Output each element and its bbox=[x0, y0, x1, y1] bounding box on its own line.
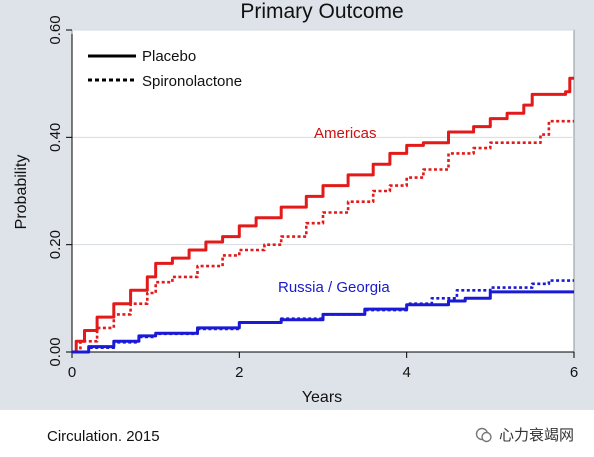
y-tick-label: 0.20 bbox=[47, 230, 64, 259]
legend-label-placebo: Placebo bbox=[142, 48, 196, 65]
series-lines bbox=[72, 76, 574, 354]
x-tick-label: 6 bbox=[570, 364, 578, 381]
source-citation: Circulation. 2015 bbox=[47, 428, 160, 445]
y-tick-label: 0.60 bbox=[47, 15, 64, 44]
annotation-russia-georgia: Russia / Georgia bbox=[278, 279, 390, 296]
legend: Placebo Spironolactone bbox=[88, 48, 242, 90]
wechat-icon bbox=[475, 427, 492, 442]
x-tick-label: 2 bbox=[235, 364, 243, 381]
y-tick-label: 0.40 bbox=[47, 123, 64, 152]
series-americas-placebo bbox=[72, 76, 574, 354]
legend-label-spironolactone: Spironolactone bbox=[142, 73, 242, 90]
x-tick-label: 0 bbox=[68, 364, 76, 381]
axes bbox=[66, 29, 575, 358]
km-chart: Primary Outcome 0.00 0.20 0.40 0.60 0 2 4 6 Yea… bbox=[13, 0, 578, 406]
x-tick-label: 4 bbox=[402, 364, 410, 381]
watermark: 心力衰竭网 bbox=[475, 424, 574, 445]
watermark-text: 心力衰竭网 bbox=[498, 427, 574, 444]
x-axis-label: Years bbox=[302, 389, 342, 406]
y-tick-label: 0.00 bbox=[47, 337, 64, 366]
series-russia-spironolactone bbox=[72, 279, 574, 354]
annotation-americas: Americas bbox=[314, 125, 377, 142]
y-axis-label: Probability bbox=[13, 155, 30, 230]
tick-labels: 0.00 0.20 0.40 0.60 0 2 4 6 bbox=[47, 15, 578, 381]
chart-title: Primary Outcome bbox=[240, 0, 403, 23]
